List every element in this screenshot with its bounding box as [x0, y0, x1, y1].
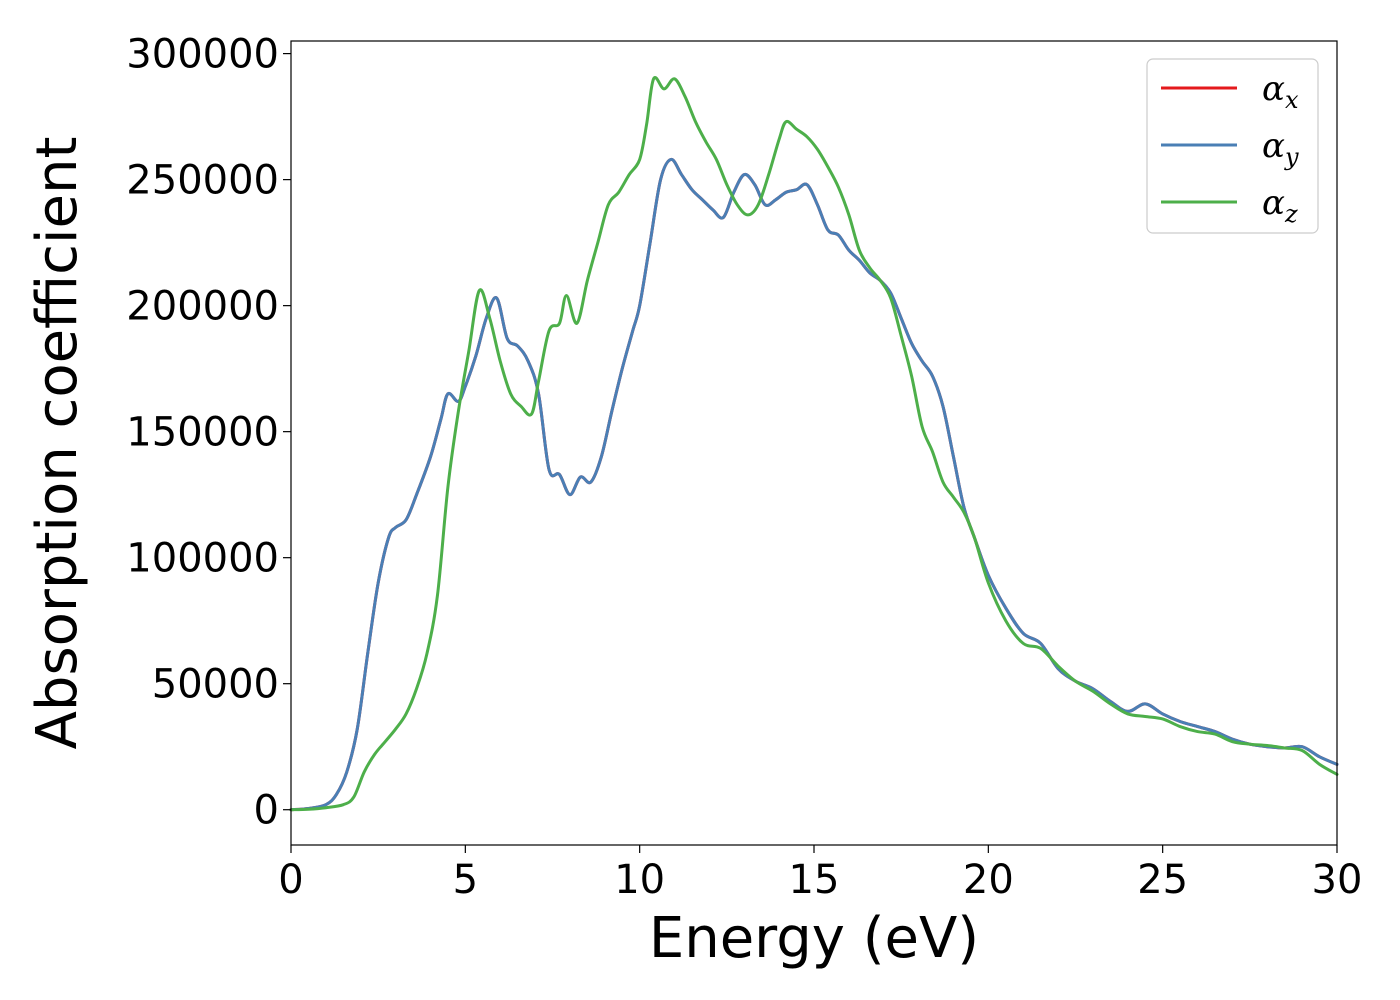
y-tick-label: 150000 [126, 410, 279, 456]
x-tick-label: 20 [963, 857, 1014, 903]
y-tick-label: 200000 [126, 284, 279, 330]
series-line-z [289, 76, 1339, 812]
x-tick-label: 0 [278, 857, 303, 903]
y-tick-label: 300000 [126, 32, 279, 78]
x-tick-label: 15 [789, 857, 840, 903]
y-axis-ticks: 0 50000 100000 150000 200000 250000 300000 [126, 32, 291, 834]
y-tick-label: 250000 [126, 158, 279, 204]
x-tick-label: 25 [1137, 857, 1188, 903]
x-tick-label: 10 [614, 857, 665, 903]
y-tick-label: 100000 [126, 536, 279, 582]
x-axis-label: Energy (eV) [649, 906, 979, 971]
y-tick-label: 0 [254, 788, 279, 834]
series-line-y [289, 157, 1339, 812]
x-axis-ticks: 0 5 10 15 20 25 30 [278, 845, 1362, 903]
series-layer [289, 76, 1339, 812]
x-tick-label: 5 [453, 857, 478, 903]
y-tick-label: 50000 [152, 662, 279, 708]
y-axis-label: Absorption coefficient [25, 137, 90, 750]
x-tick-label: 30 [1312, 857, 1363, 903]
